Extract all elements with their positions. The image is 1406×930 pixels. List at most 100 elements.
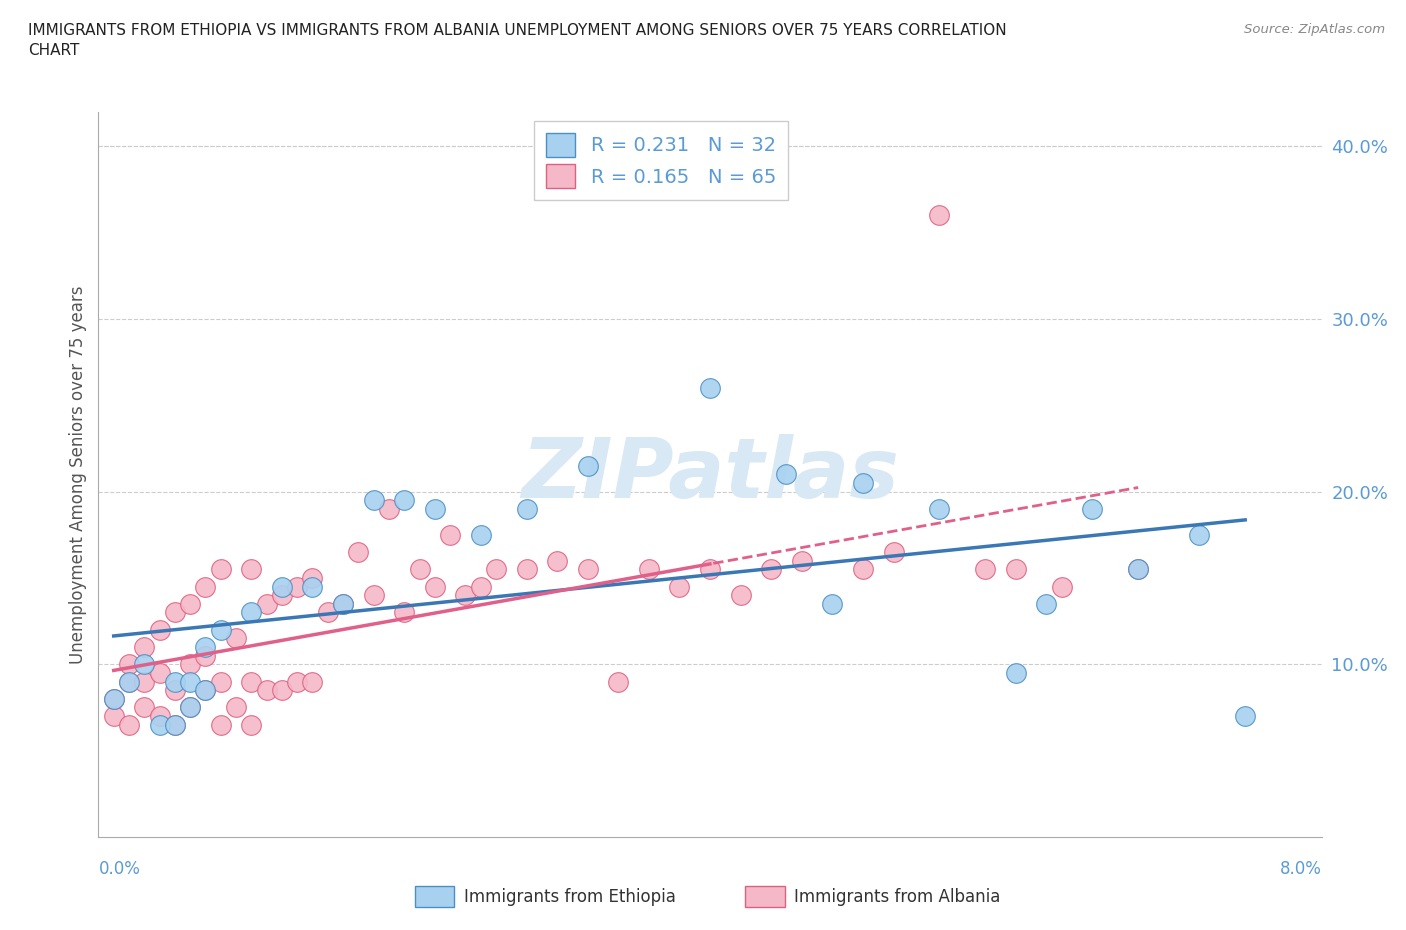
Point	[134, 674, 156, 689]
Text: 8.0%: 8.0%	[1279, 860, 1322, 878]
Point	[270, 579, 294, 594]
Point	[1234, 709, 1257, 724]
Point	[392, 493, 416, 508]
Point	[163, 717, 186, 732]
Point	[363, 588, 385, 603]
Point	[332, 596, 354, 611]
Point	[134, 700, 156, 715]
Point	[240, 605, 263, 620]
Point	[179, 700, 201, 715]
Point	[149, 717, 172, 732]
Point	[699, 562, 721, 577]
Point	[852, 475, 875, 490]
Point	[194, 579, 217, 594]
Point	[256, 683, 278, 698]
Point	[1081, 501, 1104, 516]
Point	[392, 605, 416, 620]
Point	[103, 691, 125, 706]
Point	[1035, 596, 1057, 611]
Point	[637, 562, 661, 577]
Point	[423, 501, 446, 516]
Point	[607, 674, 630, 689]
Point	[179, 674, 201, 689]
Text: IMMIGRANTS FROM ETHIOPIA VS IMMIGRANTS FROM ALBANIA UNEMPLOYMENT AMONG SENIORS O: IMMIGRANTS FROM ETHIOPIA VS IMMIGRANTS F…	[28, 23, 1007, 58]
Text: ZIPatlas: ZIPatlas	[522, 433, 898, 515]
Point	[759, 562, 782, 577]
Point	[1050, 579, 1073, 594]
Point	[730, 588, 752, 603]
Point	[332, 596, 354, 611]
Point	[316, 605, 339, 620]
Point	[209, 562, 232, 577]
Point	[883, 545, 905, 560]
Point	[163, 605, 186, 620]
Text: Immigrants from Ethiopia: Immigrants from Ethiopia	[464, 887, 676, 906]
Point	[209, 674, 232, 689]
Point	[454, 588, 477, 603]
Point	[790, 553, 813, 568]
Point	[240, 717, 263, 732]
Point	[225, 700, 247, 715]
Point	[546, 553, 568, 568]
Point	[775, 467, 797, 482]
Point	[163, 717, 186, 732]
Point	[194, 683, 217, 698]
Point	[256, 596, 278, 611]
Point	[363, 493, 385, 508]
Point	[1004, 562, 1026, 577]
Point	[134, 657, 156, 671]
Point	[1188, 527, 1211, 542]
Point	[928, 501, 950, 516]
Text: Immigrants from Albania: Immigrants from Albania	[794, 887, 1001, 906]
Point	[118, 657, 141, 671]
Y-axis label: Unemployment Among Seniors over 75 years: Unemployment Among Seniors over 75 years	[69, 286, 87, 663]
Point	[516, 501, 538, 516]
Point	[301, 579, 323, 594]
Point	[301, 674, 323, 689]
Point	[134, 640, 156, 655]
Point	[928, 207, 950, 222]
Point	[378, 501, 401, 516]
Point	[270, 683, 294, 698]
Point	[974, 562, 997, 577]
Point	[240, 562, 263, 577]
Point	[408, 562, 430, 577]
Point	[103, 709, 125, 724]
Point	[118, 674, 141, 689]
Point	[149, 666, 172, 681]
Text: Source: ZipAtlas.com: Source: ZipAtlas.com	[1244, 23, 1385, 36]
Point	[1128, 562, 1150, 577]
Point	[1128, 562, 1150, 577]
Point	[163, 674, 186, 689]
Point	[347, 545, 370, 560]
Point	[1004, 666, 1026, 681]
Point	[423, 579, 446, 594]
Point	[179, 700, 201, 715]
Point	[194, 683, 217, 698]
Point	[118, 717, 141, 732]
Point	[485, 562, 508, 577]
Point	[103, 691, 125, 706]
Point	[285, 674, 308, 689]
Point	[668, 579, 690, 594]
Point	[194, 640, 217, 655]
Point	[285, 579, 308, 594]
Point	[699, 380, 721, 395]
Point	[179, 596, 201, 611]
Point	[301, 570, 323, 585]
Point	[225, 631, 247, 645]
Point	[270, 588, 294, 603]
Text: 0.0%: 0.0%	[98, 860, 141, 878]
Point	[516, 562, 538, 577]
Point	[240, 674, 263, 689]
Point	[470, 527, 492, 542]
Legend: R = 0.231   N = 32, R = 0.165   N = 65: R = 0.231 N = 32, R = 0.165 N = 65	[534, 121, 787, 200]
Point	[576, 562, 599, 577]
Point	[149, 622, 172, 637]
Point	[149, 709, 172, 724]
Point	[470, 579, 492, 594]
Point	[179, 657, 201, 671]
Point	[209, 717, 232, 732]
Point	[576, 458, 599, 473]
Point	[118, 674, 141, 689]
